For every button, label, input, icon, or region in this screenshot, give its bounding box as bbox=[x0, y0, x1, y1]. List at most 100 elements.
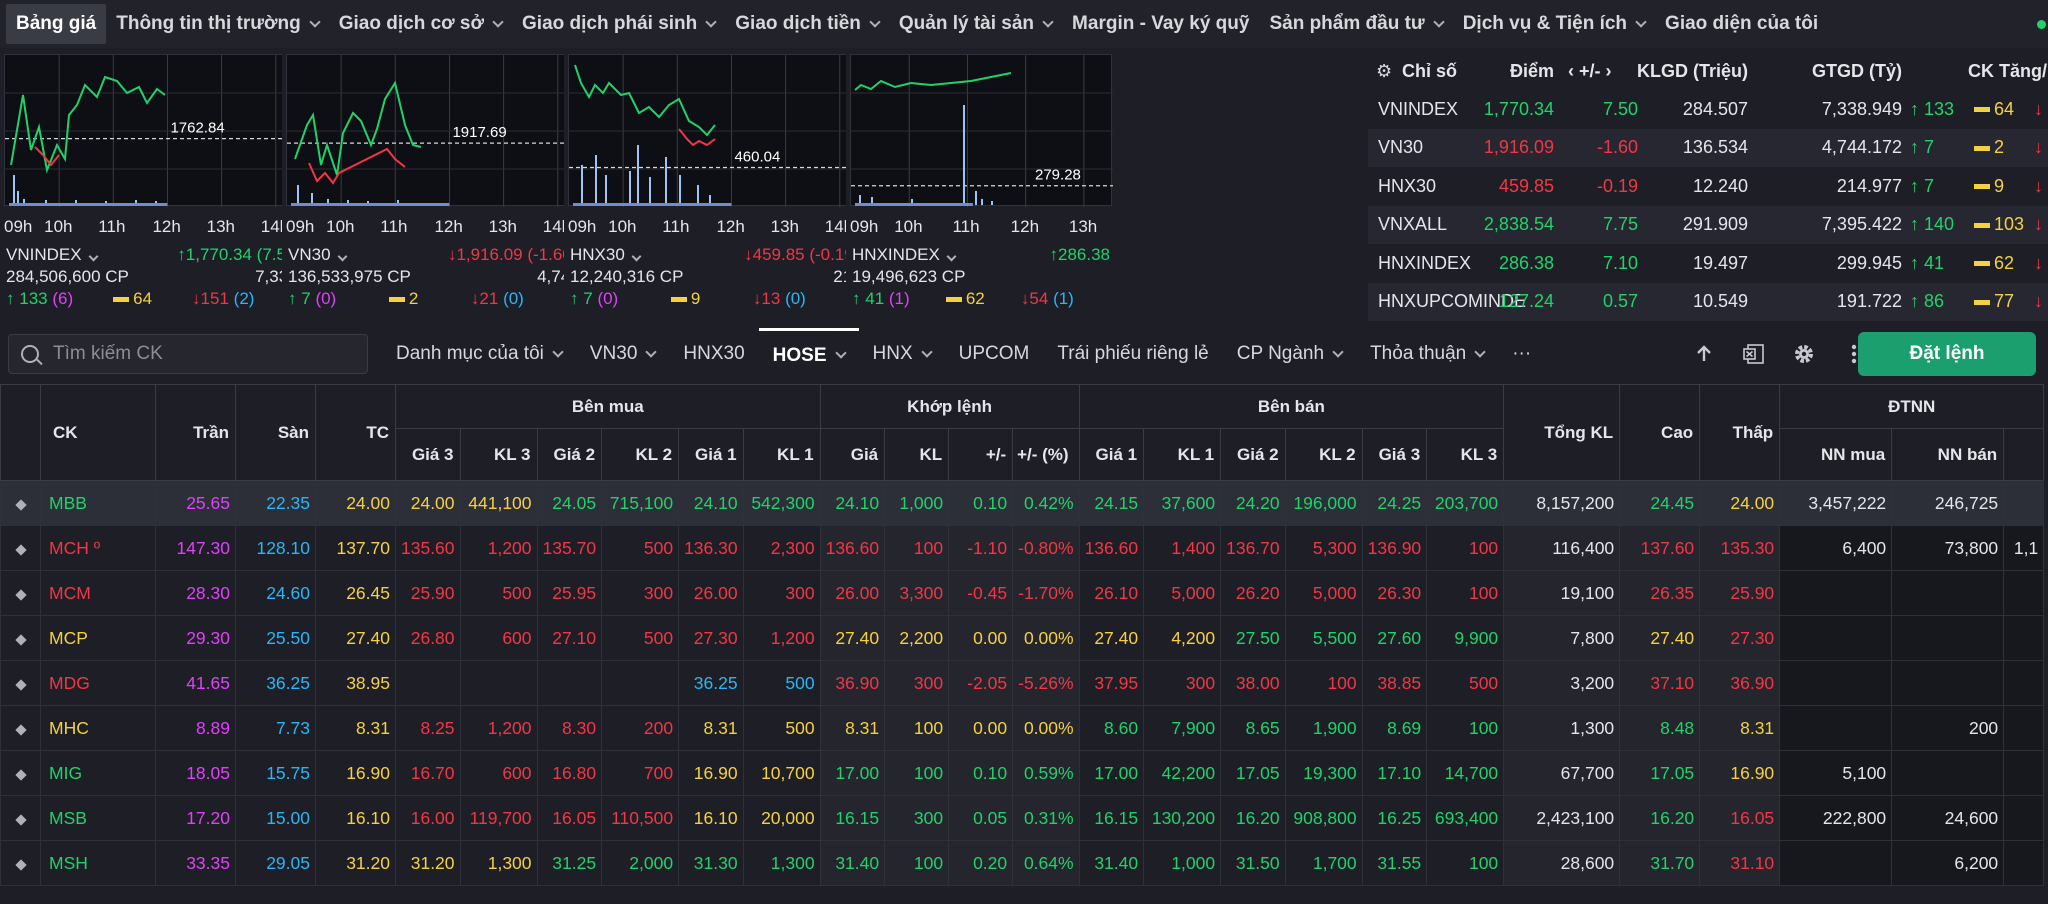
index-name-select[interactable]: VN30 bbox=[288, 245, 347, 265]
cell-extra bbox=[2003, 615, 2045, 661]
settings-gear-icon[interactable] bbox=[1790, 340, 1818, 368]
table-row[interactable]: MSB 17.20 15.00 16.10 16.00 119,700 16.05 110,5… bbox=[0, 795, 2045, 841]
pin-icon[interactable] bbox=[14, 678, 27, 691]
board-tab-8[interactable]: Thỏa thuận bbox=[1356, 328, 1498, 380]
cell-b3: 24.00 bbox=[395, 480, 461, 526]
board-tab-4[interactable]: HNX bbox=[859, 328, 945, 380]
cell-bv1: 1,200 bbox=[742, 615, 821, 661]
stock-search[interactable] bbox=[8, 334, 368, 374]
board-tab-1[interactable]: VN30 bbox=[576, 328, 670, 380]
volume-bar bbox=[327, 199, 329, 205]
board-tab-label: VN30 bbox=[589, 343, 638, 364]
nav-item-3[interactable]: Giao dịch phái sinh bbox=[512, 4, 725, 44]
board-tab-6[interactable]: Trái phiếu riêng lẻ bbox=[1043, 328, 1222, 380]
col-s2: Giá 2 bbox=[1220, 428, 1286, 481]
pin-icon[interactable] bbox=[14, 588, 27, 601]
pin-icon[interactable] bbox=[14, 498, 27, 511]
table-row[interactable]: MHC 8.89 7.73 8.31 8.25 1,200 8.30 200 8.31 500 8.… bbox=[0, 705, 2045, 751]
pin-cell[interactable] bbox=[0, 570, 41, 616]
pin-cell[interactable] bbox=[0, 615, 41, 661]
table-row[interactable]: MIG 18.05 15.75 16.90 16.70 600 16.80 700 16.90 1… bbox=[0, 750, 2045, 796]
intraday-chart[interactable]: 279.28 bbox=[850, 54, 1113, 207]
board-tab-5[interactable]: UPCOM bbox=[945, 328, 1044, 380]
search-input[interactable] bbox=[53, 341, 353, 367]
cell-high: 17.05 bbox=[1619, 750, 1701, 796]
next-icon[interactable]: › bbox=[1605, 60, 1612, 81]
floor-count: (0) bbox=[503, 289, 524, 308]
symbol-cell[interactable]: MDG bbox=[40, 660, 156, 706]
nav-item-0[interactable]: Bảng giá bbox=[6, 4, 107, 44]
board-tab-2[interactable]: HNX30 bbox=[669, 328, 758, 380]
cell-ref: 27.40 bbox=[315, 615, 396, 661]
cell-nnsell: 24,600 bbox=[1891, 795, 2005, 841]
pin-cell[interactable] bbox=[0, 480, 41, 526]
symbol-cell[interactable]: MSH bbox=[40, 840, 156, 886]
pin-cell[interactable] bbox=[0, 750, 41, 796]
index-row[interactable]: VNXALL 2,838.54 7.75 291.909 7,395.422 ↑ 140 1… bbox=[1368, 205, 2048, 244]
nav-item-2[interactable]: Giao dịch cơ sở bbox=[329, 4, 512, 44]
pin-icon[interactable] bbox=[14, 543, 27, 556]
table-row[interactable]: MCH º 147.30 128.10 137.70 135.60 1,200 135.70… bbox=[0, 525, 2045, 571]
excel-export-icon[interactable] bbox=[1740, 340, 1768, 368]
arrow-up-icon[interactable] bbox=[1690, 340, 1718, 368]
table-row[interactable]: MCP 29.30 25.50 27.40 26.80 600 27.10 500 27.30 1… bbox=[0, 615, 2045, 661]
nav-item-5[interactable]: Quản lý tài sản bbox=[889, 4, 1062, 44]
board-tab-7[interactable]: CP Ngành bbox=[1223, 328, 1356, 380]
table-row[interactable]: MCM 28.30 24.60 26.45 25.90 500 25.95 300 26.00 3… bbox=[0, 570, 2045, 616]
nav-item-4[interactable]: Giao dịch tiền bbox=[725, 4, 889, 44]
pin-icon[interactable] bbox=[14, 633, 27, 646]
pin-icon[interactable] bbox=[14, 858, 27, 871]
header-change[interactable]: ‹ +/- › bbox=[1568, 61, 1612, 82]
arrow-down-icon: ↓ bbox=[2034, 291, 2043, 311]
symbol-cell[interactable]: MCH º bbox=[40, 525, 156, 571]
symbol-cell[interactable]: MBB bbox=[40, 480, 156, 526]
index-row[interactable]: VN30 1,916.09 -1.60 136.534 4,744.172 ↑ 7 2 ↓ bbox=[1368, 128, 2048, 167]
pin-icon[interactable] bbox=[14, 723, 27, 736]
index-row[interactable]: HNXUPCOMINDE 127.24 0.57 10.549 191.722 ↑ 86 7… bbox=[1368, 282, 2048, 321]
cell-b1: 31.30 bbox=[678, 840, 744, 886]
index-row[interactable]: HNXINDEX 286.38 7.10 19.497 299.945 ↑ 41 62 ↓ bbox=[1368, 244, 2048, 282]
more-vertical-icon[interactable] bbox=[1840, 340, 1868, 368]
pin-cell[interactable] bbox=[0, 795, 41, 841]
index-row-name: VNINDEX bbox=[1378, 98, 1459, 119]
table-row[interactable]: MDG 41.65 36.25 38.95 36.25 500 36.90 300 -2.05-… bbox=[0, 660, 2045, 706]
symbol-cell[interactable]: MHC bbox=[40, 705, 156, 751]
index-row[interactable]: HNX30 459.85 -0.19 12.240 214.977 ↑ 7 9 ↓ bbox=[1368, 167, 2048, 205]
nav-item-9[interactable]: Giao diện của tôi bbox=[1655, 4, 1828, 44]
nav-item-6[interactable]: Margin - Vay ký quỹ bbox=[1062, 4, 1259, 44]
pin-cell[interactable] bbox=[0, 660, 41, 706]
arrow-up-icon: ↑ bbox=[852, 289, 866, 308]
col-b1: Giá 1 bbox=[678, 428, 744, 481]
index-name-select[interactable]: HNXINDEX bbox=[852, 245, 957, 265]
prev-icon[interactable]: ‹ bbox=[1568, 60, 1574, 81]
price-line bbox=[574, 64, 716, 137]
index-name-select[interactable]: VNINDEX bbox=[6, 245, 99, 265]
symbol-cell[interactable]: MIG bbox=[40, 750, 156, 796]
nav-item-1[interactable]: Thông tin thị trường bbox=[106, 4, 329, 44]
board-tab-9[interactable]: ··· bbox=[1498, 328, 1545, 380]
index-row-unchanged: 2 bbox=[1974, 137, 2004, 158]
cell-s2: 8.65 bbox=[1220, 705, 1286, 751]
table-row[interactable]: MBB 25.65 22.35 24.00 24.00 441,100 24.05 715,1… bbox=[0, 480, 2045, 526]
cell-s1: 8.60 bbox=[1078, 705, 1145, 751]
nav-item-7[interactable]: Sản phẩm đầu tư bbox=[1259, 4, 1452, 44]
index-row-advances: ↑ 7 bbox=[1910, 137, 1934, 158]
pin-icon[interactable] bbox=[14, 768, 27, 781]
cell-pct: -0.80% bbox=[1012, 525, 1080, 571]
board-tab-0[interactable]: Danh mục của tôi bbox=[382, 328, 576, 380]
pin-cell[interactable] bbox=[0, 525, 41, 571]
index-row[interactable]: VNINDEX 1,770.34 7.50 284.507 7,338.949 ↑ 133… bbox=[1368, 90, 2048, 128]
board-tab-3[interactable]: HOSE bbox=[758, 328, 859, 380]
symbol-cell[interactable]: MCP bbox=[40, 615, 156, 661]
cell-bv1: 1,300 bbox=[742, 840, 821, 886]
index-name-select[interactable]: HNX30 bbox=[570, 245, 642, 265]
gear-icon[interactable]: ⚙ bbox=[1376, 60, 1393, 81]
pin-cell[interactable] bbox=[0, 705, 41, 751]
symbol-cell[interactable]: MSB bbox=[40, 795, 156, 841]
place-order-button[interactable]: Đặt lệnh bbox=[1858, 332, 2036, 376]
nav-item-8[interactable]: Dịch vụ & Tiện ích bbox=[1453, 4, 1655, 44]
table-row[interactable]: MSH 33.35 29.05 31.20 31.20 1,300 31.25 2,000 31… bbox=[0, 840, 2045, 886]
pin-icon[interactable] bbox=[14, 813, 27, 826]
pin-cell[interactable] bbox=[0, 840, 41, 886]
symbol-cell[interactable]: MCM bbox=[40, 570, 156, 616]
